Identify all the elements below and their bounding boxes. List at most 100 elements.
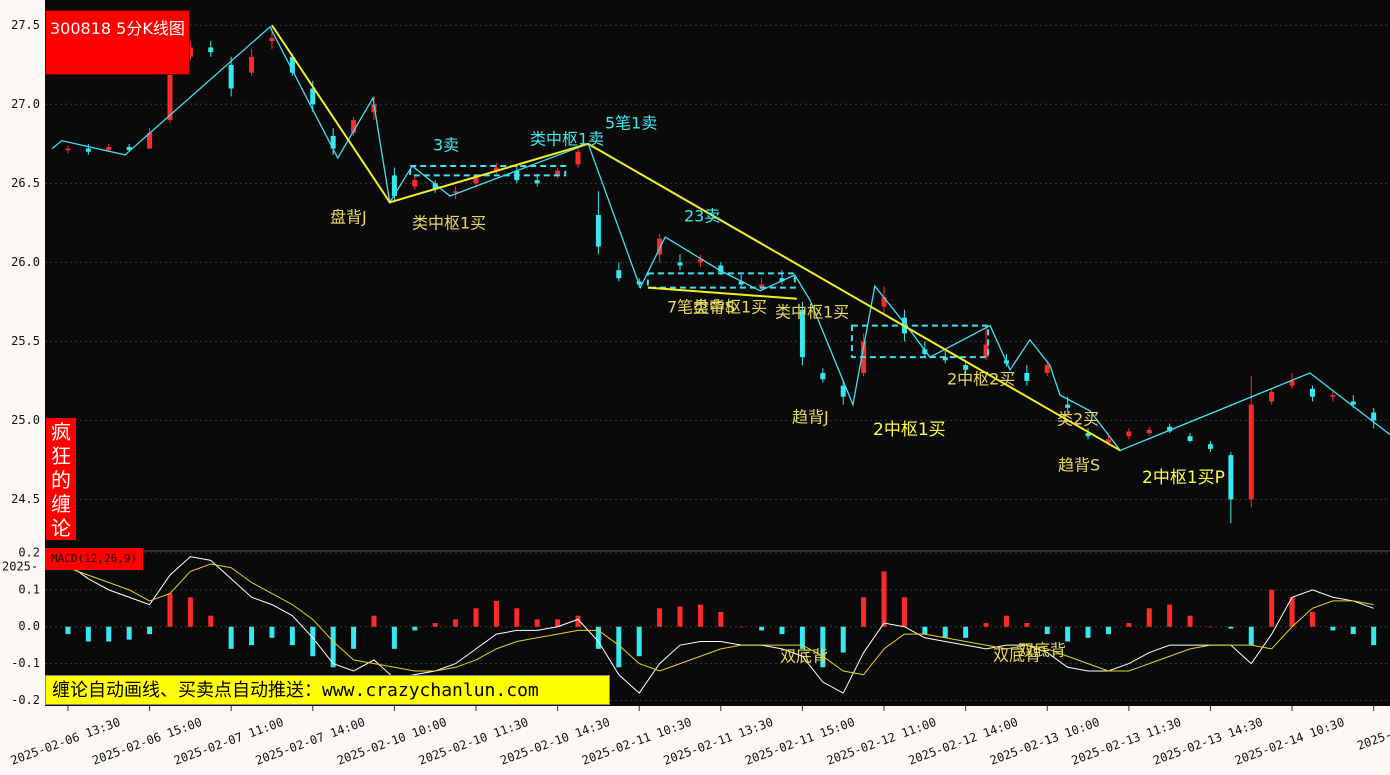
- candle-body: [820, 372, 826, 380]
- macd-bar: [657, 608, 663, 627]
- candle-body: [983, 344, 989, 358]
- annotation: 趋背S: [1058, 456, 1100, 475]
- macd-bar: [412, 626, 418, 631]
- macd-bar: [493, 600, 499, 627]
- candle-body: [1105, 439, 1111, 443]
- macd-bar: [861, 597, 867, 627]
- candle-body: [473, 175, 479, 184]
- macd-bar: [106, 626, 112, 642]
- macd-bar: [249, 626, 255, 646]
- x-tick-label: 2025-02-14: [1355, 715, 1390, 753]
- annotation: 双底背: [1018, 641, 1066, 660]
- candle-body: [1371, 412, 1377, 421]
- macd-bar: [1248, 626, 1254, 646]
- candle-body: [677, 262, 683, 266]
- y-tick-label: 0.2: [18, 546, 40, 560]
- candle-body: [1024, 372, 1030, 381]
- candle-body: [1126, 431, 1132, 437]
- macd-bar: [1146, 608, 1152, 627]
- candle-body: [595, 214, 601, 247]
- candle-body: [636, 281, 642, 285]
- candle-body: [657, 238, 663, 255]
- macd-bar: [1126, 623, 1132, 627]
- annotation: 7笔盘背S: [667, 298, 735, 317]
- plot-background: [45, 0, 1390, 706]
- candle-body: [1044, 365, 1050, 373]
- banner: 缠论自动画线、买卖点自动推送：www.crazychanlun.com: [45, 675, 610, 705]
- macd-bar: [881, 571, 887, 627]
- y-tick-label: 25.0: [11, 413, 40, 427]
- macd-bar: [1309, 611, 1315, 627]
- candle-body: [249, 56, 255, 73]
- macd-bar: [1044, 626, 1050, 635]
- macd-bar: [330, 626, 336, 668]
- macd-bar: [942, 626, 948, 638]
- candle-body: [126, 146, 132, 151]
- macd-bar: [616, 626, 622, 668]
- candle-body: [208, 47, 214, 53]
- candle-body: [555, 170, 561, 176]
- annotation: 类中枢1买: [693, 298, 767, 317]
- candle-body: [799, 309, 805, 358]
- macd-bar: [228, 626, 234, 649]
- candle-body: [1269, 391, 1275, 402]
- macd-bar: [636, 626, 642, 657]
- candle-body: [493, 167, 499, 171]
- macd-bar: [1330, 626, 1336, 631]
- macd-bar: [901, 597, 907, 627]
- macd-bar: [126, 626, 132, 640]
- candle-body: [432, 183, 438, 190]
- dif-line: [67, 556, 1374, 694]
- annotation: 趋背J: [792, 408, 829, 427]
- y-tick-label: -0.2: [11, 693, 40, 707]
- macd-bar: [208, 615, 214, 627]
- candle-body: [616, 270, 622, 279]
- candle-body: [1289, 380, 1295, 386]
- macd-bar: [1105, 626, 1111, 635]
- annotation: 3卖: [433, 136, 459, 155]
- segment-line: [647, 286, 797, 300]
- candle-body: [840, 385, 846, 397]
- candle-body: [697, 259, 703, 263]
- annotations: 盘背J 类中枢1买 3卖 类中枢1卖 5笔1卖 23卖 7笔盘背S 类中枢1买 …: [2, 114, 1225, 666]
- y-tick-label: -0.1: [11, 656, 40, 670]
- macd-bar: [799, 626, 805, 649]
- candle-body: [1350, 401, 1356, 405]
- axis-fragment: 2025-: [2, 560, 38, 574]
- chart-title: 300818 5分K线图: [45, 10, 190, 75]
- candle-body: [1065, 404, 1071, 408]
- candle-body: [289, 56, 295, 73]
- candle-body: [1085, 433, 1091, 437]
- macd-bar: [1065, 626, 1071, 642]
- candle-body: [167, 72, 173, 121]
- macd-bar: [697, 604, 703, 627]
- macd-bar: [759, 626, 765, 631]
- y-tick-label: 27.0: [11, 97, 40, 111]
- macd-bar: [718, 611, 724, 627]
- candle-body: [759, 284, 765, 288]
- candle-body: [147, 132, 153, 149]
- candle-body: [575, 151, 581, 165]
- candle-body: [85, 148, 91, 152]
- candle-body: [1207, 444, 1213, 449]
- candle-body: [391, 175, 397, 196]
- macd-bar: [1187, 615, 1193, 627]
- macd-bar: [1024, 623, 1030, 627]
- macd-bar: [1085, 626, 1091, 638]
- macd-bar: [167, 593, 173, 627]
- macd-bar: [269, 626, 275, 638]
- macd-bar: [677, 606, 683, 627]
- candle-body: [881, 297, 887, 307]
- macd-bar: [922, 626, 928, 635]
- macd-bar: [738, 626, 744, 628]
- dea-line: [67, 563, 1374, 676]
- annotation: 双底背: [780, 647, 828, 666]
- macd-bar: [595, 626, 601, 649]
- macd-bar: [310, 626, 316, 657]
- y-tick-label: 27.5: [11, 18, 40, 32]
- macd-bar: [983, 623, 989, 627]
- macd-bar: [1350, 626, 1356, 635]
- annotation: 双底背: [993, 646, 1041, 665]
- annotation: 5笔1卖: [605, 114, 657, 133]
